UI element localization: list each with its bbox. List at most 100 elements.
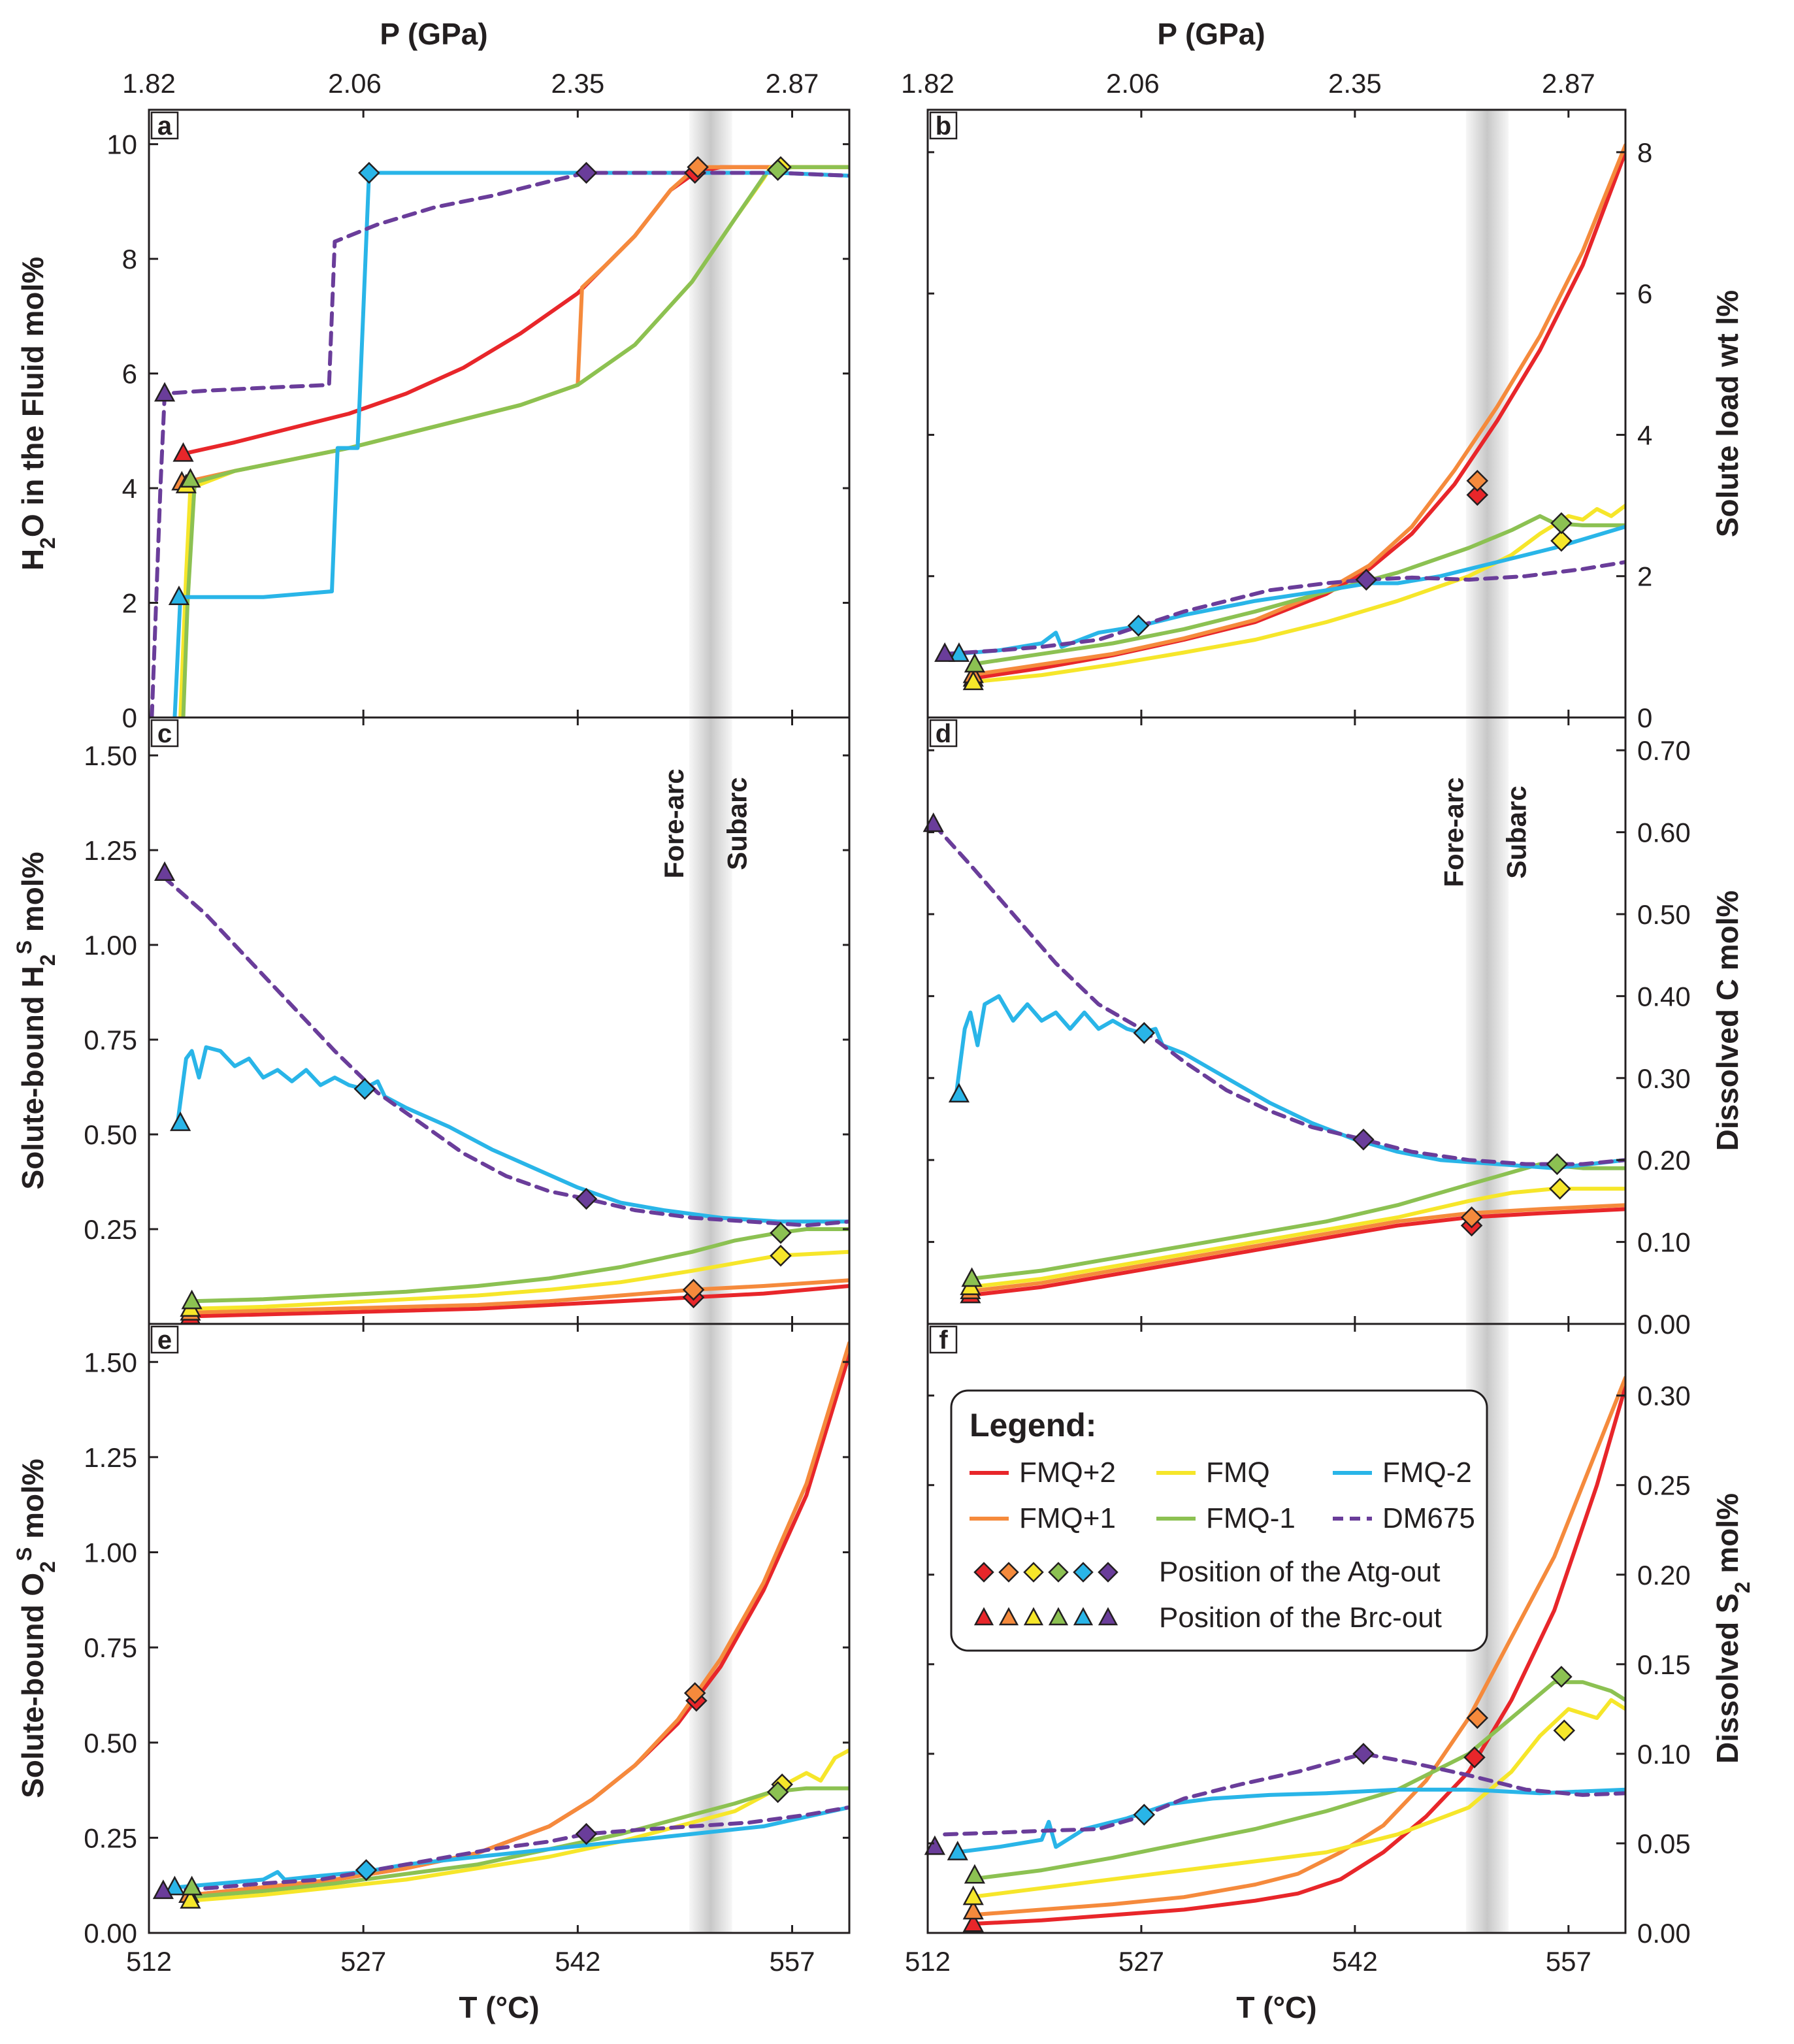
top-tick-label: 1.82 (122, 68, 176, 99)
series-line-fmqminus1 (181, 165, 849, 717)
y-tick-label: 0.25 (1637, 1470, 1691, 1501)
brc-out-marker-fmqminus1 (964, 1864, 986, 1884)
panel-letter: c (157, 719, 172, 748)
y-axis-title: Solute-bound O2S mol% (12, 1459, 59, 1798)
series-group (943, 1376, 1625, 1926)
series-line-fmqplus1 (189, 1341, 849, 1897)
panel-letter-box (929, 1325, 958, 1354)
y-axis-title: Solute-bound H2S mol% (12, 852, 59, 1190)
legend-marker-label: Position of the Brc-out (1159, 1602, 1442, 1634)
y-tick-label: 0 (122, 702, 137, 733)
y-tick-label: 0.40 (1637, 981, 1691, 1012)
panel-letter-box (150, 111, 179, 140)
brc-out-marker-fmqplus1 (962, 1900, 984, 1920)
atg-out-marker-dm675 (575, 1822, 598, 1845)
series-line-dm675 (943, 1751, 1625, 1837)
transition-band (689, 1324, 732, 1933)
atg-out-marker-fmqminus1 (1546, 1153, 1569, 1176)
series-line-dm675 (931, 822, 1625, 1166)
panel-e (152, 1324, 849, 1933)
brc-out-marker-dm675 (152, 1879, 174, 1900)
atg-out-marker-fmqminus1 (766, 1781, 789, 1804)
y-tick-label: 0.25 (84, 1822, 137, 1853)
y-tick-label: 6 (122, 359, 137, 389)
x-tick-label: 512 (126, 1946, 172, 1977)
brc-out-marker-dm675 (924, 1835, 945, 1855)
y-tick-label: 2 (122, 588, 137, 619)
y-axis-title: H2O in the Fluid mol% (16, 257, 59, 570)
brc-out-marker-fmqplus2 (172, 442, 194, 462)
top-tick-label: 2.35 (551, 68, 604, 99)
series-line-fmqplus1 (189, 1278, 849, 1315)
legend-triangle-marker (973, 1607, 994, 1626)
atg-out-marker-fmq (1553, 1719, 1576, 1742)
legend-label: FMQ+2 (1019, 1457, 1116, 1489)
x-tick-label: 542 (555, 1946, 600, 1977)
x-tick-label: 557 (1546, 1946, 1591, 1977)
brc-out-marker-fmqminus2 (168, 585, 190, 606)
transition-band (689, 717, 732, 1324)
y-tick-label: 6 (1637, 278, 1652, 309)
series-line-fmq (189, 1249, 849, 1311)
x-tick-label: 557 (769, 1946, 815, 1977)
series-group (150, 165, 849, 717)
panel-d: Fore-arc Subarc (922, 717, 1625, 1324)
panel-letter: d (936, 719, 951, 748)
y-tick-label: 8 (122, 244, 137, 274)
y-tick-label: 4 (1637, 420, 1652, 450)
series-line-fmqplus1 (968, 1376, 1625, 1917)
brc-out-marker-fmqminus1 (961, 1267, 983, 1287)
y-tick-label: 0.70 (1637, 735, 1691, 766)
top-tick-label: 2.87 (766, 68, 819, 99)
panel-c: Fore-arc Subarc (154, 717, 849, 1325)
zone-label-forearc: Fore-arc (1439, 778, 1469, 887)
brc-out-marker-dm675 (154, 382, 176, 402)
legend-label: DM675 (1382, 1502, 1475, 1534)
atg-out-marker-fmqplus2 (1466, 484, 1489, 506)
brc-out-marker-fmqminus2 (947, 1841, 968, 1860)
y-tick-label: 10 (106, 129, 137, 160)
top-axis-title: P (GPa) (380, 17, 487, 51)
atg-out-marker-dm675 (1352, 1129, 1375, 1151)
atg-out-marker-fmqplus1 (1466, 469, 1489, 492)
y-tick-label: 0.50 (84, 1728, 137, 1758)
brc-out-marker-fmqminus2 (948, 642, 970, 662)
series-line-fmqplus2 (968, 1207, 1625, 1298)
panel-letter: f (939, 1326, 948, 1355)
y-tick-label: 0.30 (1637, 1063, 1691, 1094)
brc-out-marker-fmqminus2 (164, 1875, 186, 1896)
y-tick-label: 0 (1637, 702, 1652, 733)
y-tick-label: 0.50 (84, 1119, 137, 1150)
legend-diamond-marker (998, 1562, 1019, 1583)
top-tick-label: 1.82 (901, 68, 954, 99)
y-tick-label: 1.25 (84, 835, 137, 866)
atg-out-marker-dm675 (575, 161, 598, 184)
series-line-fmqminus2 (175, 1045, 849, 1224)
zone-label-forearc: Fore-arc (659, 768, 689, 878)
panel-letter: e (157, 1326, 172, 1355)
brc-out-marker-fmqminus1 (181, 1875, 203, 1896)
y-tick-label: 2 (1637, 561, 1652, 592)
atg-out-marker-dm675 (575, 1187, 598, 1210)
y-tick-label: 0.00 (1637, 1309, 1691, 1340)
series-line-fmqplus2 (968, 1384, 1625, 1926)
y-tick-label: 0.15 (1637, 1649, 1691, 1680)
brc-out-marker-fmq (962, 670, 984, 691)
brc-out-marker-fmqminus1 (964, 653, 986, 673)
y-tick-label: 4 (122, 473, 137, 504)
legend-title: Legend: (970, 1407, 1096, 1443)
series-line-fmq (189, 1748, 849, 1903)
axes-layer: a 0 2 4 6 8 10 H2O in the Fluid mol% 1.82 2.06 2.3… (12, 17, 1754, 2024)
atg-out-marker-fmqminus2 (1127, 614, 1150, 637)
y-tick-label: 1.25 (84, 1442, 137, 1473)
panel-a (150, 110, 849, 717)
panel-frame (926, 1323, 1627, 1934)
y-tick-label: 8 (1637, 137, 1652, 168)
x-tick-label: 527 (340, 1946, 386, 1977)
atg-out-marker-fmq (1550, 529, 1573, 552)
series-line-fmq (968, 503, 1625, 684)
top-tick-label: 2.06 (328, 68, 382, 99)
atg-out-marker-fmqminus1 (1550, 512, 1573, 535)
